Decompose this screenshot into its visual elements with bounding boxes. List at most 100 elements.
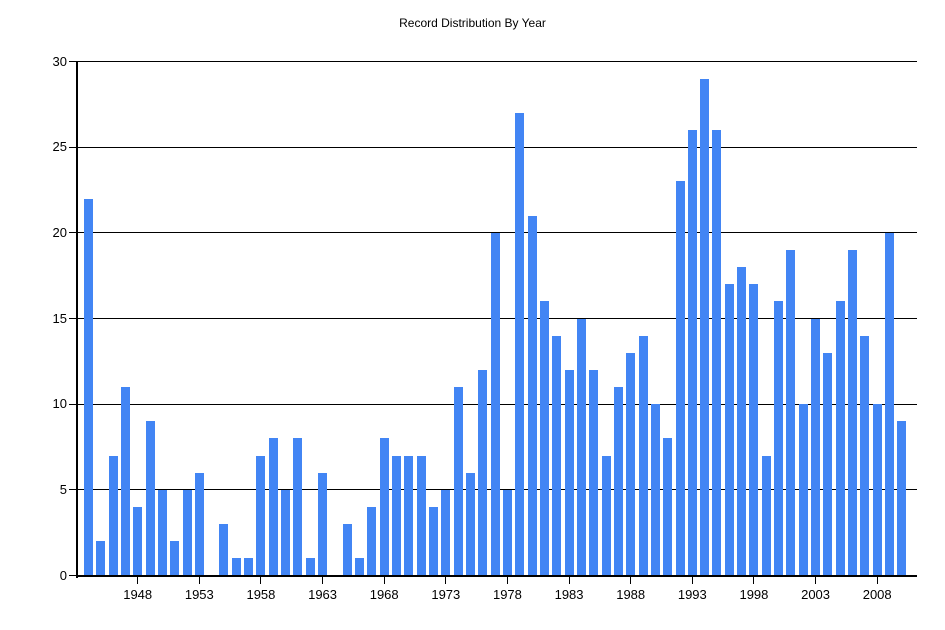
bar-1984 (576, 318, 586, 576)
y-axis-tick (69, 403, 77, 405)
bar-1965 (342, 524, 352, 576)
bar-1952 (182, 489, 192, 576)
x-axis-label: 1973 (431, 586, 461, 602)
bar-2001 (786, 249, 796, 576)
bar-1971 (416, 455, 426, 576)
bar-1970 (404, 455, 414, 576)
bar-1946 (108, 455, 118, 576)
y-axis-label: 10 (52, 396, 67, 412)
bar-2000 (774, 301, 784, 576)
bar-2008 (872, 404, 882, 576)
bar-1944 (83, 198, 93, 576)
bar-1968 (379, 438, 389, 576)
bar-1996 (724, 284, 734, 576)
x-axis-tick (753, 577, 755, 584)
bar-1995 (712, 130, 722, 576)
bar-1962 (305, 558, 315, 576)
bar-2010 (897, 421, 907, 576)
x-axis-tick (260, 577, 262, 584)
x-axis-label: 1958 (246, 586, 276, 602)
y-axis-label: 0 (59, 567, 67, 583)
x-axis-tick (383, 577, 385, 584)
bar-1963 (318, 472, 328, 576)
y-axis-line (76, 61, 78, 578)
bar-1994 (700, 78, 710, 576)
bar-1953 (194, 472, 204, 576)
x-axis-label: 1953 (184, 586, 214, 602)
bar-1983 (564, 369, 574, 576)
bar-1988 (626, 352, 636, 576)
bar-1982 (552, 335, 562, 576)
gridline (77, 146, 917, 148)
bar-1973 (441, 489, 451, 576)
x-axis-label: 1963 (308, 586, 338, 602)
x-axis-tick (691, 577, 693, 584)
bar-1966 (355, 558, 365, 576)
bar-1947 (120, 387, 130, 576)
bar-1955 (219, 524, 229, 576)
bar-1959 (268, 438, 278, 576)
bar-1958 (256, 455, 266, 576)
chart-title: Record Distribution By Year (399, 16, 546, 30)
x-axis-label: 2008 (862, 586, 892, 602)
y-axis-label: 15 (52, 310, 67, 326)
x-axis-tick (815, 577, 817, 584)
x-axis-label: 1988 (616, 586, 646, 602)
x-axis-label: 1948 (123, 586, 153, 602)
bar-1969 (392, 455, 402, 576)
y-axis-label: 30 (52, 53, 67, 69)
x-axis-tick (568, 577, 570, 584)
bar-1992 (675, 181, 685, 576)
bar-1967 (367, 506, 377, 576)
bar-2009 (885, 232, 895, 576)
bar-2002 (798, 404, 808, 576)
bar-2004 (823, 352, 833, 576)
bar-1993 (687, 130, 697, 576)
bar-1998 (749, 284, 759, 576)
y-axis-tick (69, 489, 77, 491)
x-axis-label: 1968 (369, 586, 399, 602)
bar-1949 (145, 421, 155, 576)
bar-1957 (244, 558, 254, 576)
y-axis-tick (69, 61, 77, 62)
x-axis-line (76, 575, 917, 577)
x-axis-tick (198, 577, 200, 584)
y-axis-label: 5 (59, 481, 67, 497)
bar-1990 (650, 404, 660, 576)
bar-1960 (281, 489, 291, 576)
x-axis-tick (445, 577, 447, 584)
bar-2007 (860, 335, 870, 576)
bar-1987 (613, 387, 623, 576)
gridline (77, 61, 917, 62)
x-axis-tick (137, 577, 139, 584)
bar-1981 (539, 301, 549, 576)
bar-2003 (811, 318, 821, 576)
x-axis-label: 1983 (554, 586, 584, 602)
x-axis-label: 1993 (677, 586, 707, 602)
bar-1975 (465, 472, 475, 576)
bar-1945 (96, 541, 106, 576)
bar-1980 (527, 215, 537, 576)
y-axis-tick (69, 318, 77, 319)
x-axis-tick (876, 577, 878, 584)
x-axis-tick (630, 577, 632, 584)
y-axis-tick (69, 232, 77, 234)
x-axis-label: 2003 (801, 586, 831, 602)
x-axis-tick (506, 577, 508, 584)
bar-1978 (502, 489, 512, 576)
bar-1974 (453, 387, 463, 576)
bar-1985 (589, 369, 599, 576)
bar-1972 (429, 506, 438, 576)
bar-1956 (231, 558, 241, 576)
bar-1948 (133, 506, 143, 576)
y-axis-tick (69, 575, 77, 576)
bar-1976 (478, 369, 488, 576)
y-axis-label: 20 (52, 224, 67, 240)
bar-2006 (848, 249, 858, 576)
bar-1977 (490, 232, 500, 576)
bar-2005 (835, 301, 845, 576)
bar-1979 (515, 112, 525, 576)
bar-1999 (761, 455, 771, 576)
bar-1951 (170, 541, 180, 576)
